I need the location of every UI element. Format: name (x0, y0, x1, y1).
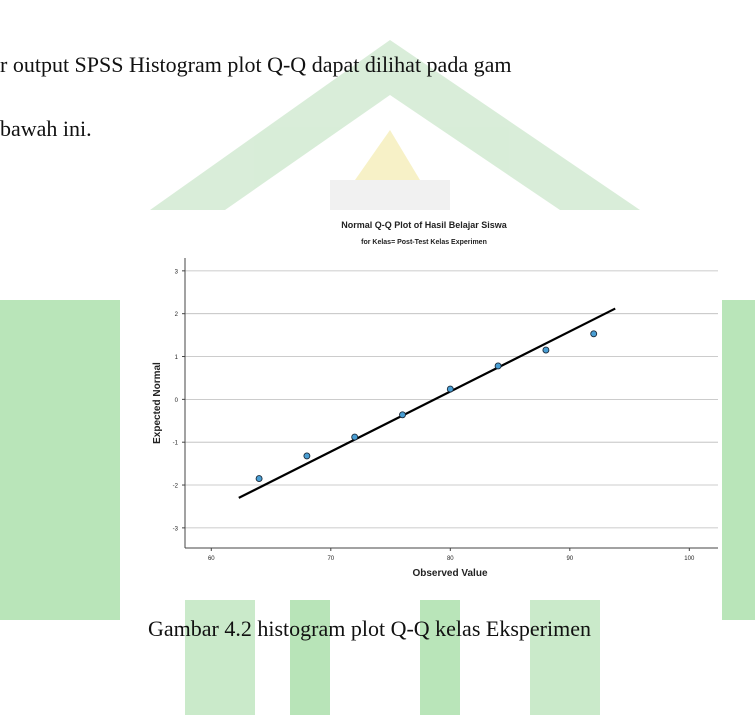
point (351, 433, 359, 441)
chart-title: Normal Q-Q Plot of Hasil Belajar Siswa (341, 220, 508, 230)
caption: Gambar 4.2 histogram plot Q-Q kelas Eksp… (148, 616, 591, 641)
text-line: r output SPSS Histogram plot Q-Q dapat d… (0, 52, 511, 77)
reference-line (238, 307, 616, 499)
x-tick-label: 60 (208, 556, 215, 562)
y-tick-label: 0 (175, 398, 179, 404)
point (255, 475, 263, 483)
point (399, 411, 406, 419)
x-tick-label: 70 (327, 556, 334, 562)
y-tick-label: -2 (173, 484, 179, 490)
y-tick-label: 2 (175, 312, 179, 318)
y-tick-label: -3 (173, 526, 179, 532)
watermark (0, 40, 755, 715)
chart-subtitle: for Kelas= Post-Test Kelas Experimen (361, 239, 487, 246)
x-tick-label: 90 (566, 556, 573, 562)
x-tick-label: 100 (684, 556, 695, 562)
point (303, 452, 311, 460)
y-tick-label: 3 (175, 269, 179, 275)
point (446, 385, 454, 393)
y-tick-label: -1 (173, 441, 179, 447)
point (590, 330, 598, 338)
point (542, 346, 550, 354)
x-tick-label: 80 (447, 556, 454, 562)
y-tick-label: 1 (175, 355, 179, 361)
chart: Normal Q-Q Plot of Hasil Belajar Siswa f… (140, 210, 722, 590)
text-line: bawah ini. (0, 116, 92, 141)
point (494, 362, 502, 370)
y-axis-label: Expected Normal (152, 362, 163, 444)
x-axis-label: Observed Value (412, 568, 487, 579)
